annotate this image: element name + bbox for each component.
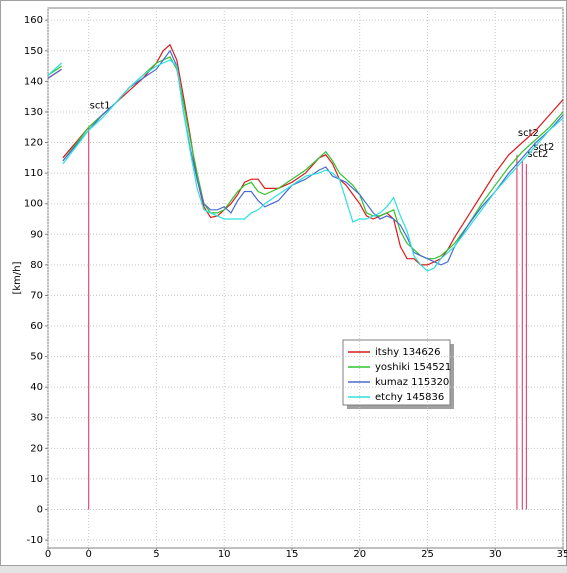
y-tick-label: 70 <box>30 290 43 301</box>
y-tick-label: 10 <box>30 474 43 485</box>
y-tick-label: 110 <box>24 168 43 179</box>
legend-box <box>342 339 451 406</box>
x-tick-label: 25 <box>421 549 434 560</box>
y-tick-label: 150 <box>24 46 43 57</box>
marker-label: sct2 <box>518 128 539 139</box>
y-tick-label: 120 <box>24 138 43 149</box>
x-tick-label: 10 <box>218 549 231 560</box>
x-tick-label: 0 <box>45 549 51 560</box>
x-tick-label: 30 <box>489 549 502 560</box>
scrollbar[interactable] <box>0 566 567 573</box>
y-tick-label: 40 <box>30 382 43 393</box>
y-tick-label: 80 <box>30 260 43 271</box>
marker-label: sct2 <box>527 149 548 160</box>
plot-area <box>47 7 564 549</box>
series-line <box>47 59 564 272</box>
x-tick-label: 0 <box>85 549 91 560</box>
y-tick-label: 20 <box>30 443 43 454</box>
legend-label: yoshiki 154521 <box>375 362 451 373</box>
legend-label: itshy 134626 <box>375 347 441 358</box>
y-tick-label: 130 <box>24 107 43 118</box>
marker-label: sct1 <box>90 100 111 111</box>
y-tick-label: 140 <box>24 76 43 87</box>
y-tick-label: 0 <box>37 504 43 515</box>
marker-label: sct2 <box>533 142 554 153</box>
legend: itshy 134626 yoshiki 154521 kumaz 115320 et… <box>342 339 454 409</box>
legend-label: kumaz 115320 <box>375 377 449 388</box>
x-tick-label: 35 <box>557 549 567 560</box>
y-tick-label: 160 <box>24 15 43 26</box>
x-tick-label: 20 <box>353 549 366 560</box>
y-axis-label: [km/h] <box>12 261 23 294</box>
legend-label: etchy 145836 <box>375 392 444 403</box>
y-tick-label: 60 <box>30 321 43 332</box>
x-tick-label: 5 <box>153 549 159 560</box>
y-tick-label: 100 <box>24 199 43 210</box>
x-tick-label: 15 <box>286 549 299 560</box>
y-tick-label: 30 <box>30 413 43 424</box>
y-tick-label: 50 <box>30 352 43 363</box>
y-tick-label: 90 <box>30 229 43 240</box>
y-tick-label: -10 <box>27 535 43 546</box>
